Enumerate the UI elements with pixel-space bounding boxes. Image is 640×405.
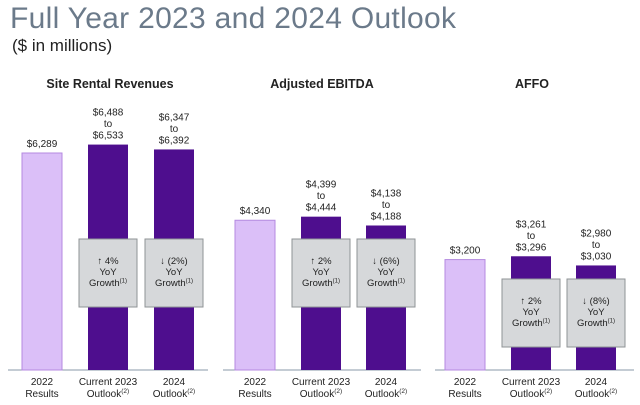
category-label: Outlook(2) [153, 388, 195, 400]
footnote-marker: (1) [186, 279, 193, 285]
bar-value-label: $4,188 [371, 211, 402, 222]
bar-value-label: $3,200 [450, 246, 481, 257]
footnote-marker: (2) [121, 388, 129, 395]
category-label: 2024 [585, 377, 608, 388]
category-label: Outlook(2) [365, 388, 407, 400]
category-label: Outlook(2) [575, 388, 617, 400]
bar-value-label: $4,444 [306, 203, 337, 214]
bar-value-label: $6,488 [93, 108, 124, 119]
category-label: 2024 [375, 377, 398, 388]
footnote-marker: (1) [333, 279, 340, 285]
yoy-growth-value: ↑ 2% [310, 256, 332, 267]
footnote-marker: (2) [544, 388, 552, 395]
yoy-growth-value: ↓ (2%) [160, 256, 187, 267]
bar-value-label: $3,296 [516, 242, 547, 253]
bar-value-label: to [104, 119, 113, 130]
page-subtitle: ($ in millions) [12, 36, 113, 55]
yoy-growth-label: Growth(1) [367, 278, 405, 289]
category-label: Results [238, 389, 271, 400]
yoy-growth-label: YoY [312, 267, 330, 278]
chart-title: Adjusted EBITDA [270, 77, 373, 91]
yoy-growth-label: Growth(1) [577, 318, 615, 329]
yoy-growth-label: YoY [165, 267, 183, 278]
category-label: Outlook(2) [510, 388, 552, 400]
category-label: Results [25, 389, 58, 400]
yoy-growth-value: ↓ (8%) [582, 296, 609, 307]
category-label: Current 2023 [292, 377, 351, 388]
yoy-growth-label: Growth(1) [89, 278, 127, 289]
yoy-growth-label: Growth(1) [302, 278, 340, 289]
footnote-marker: (1) [398, 279, 405, 285]
bar-value-label: $6,289 [27, 139, 58, 150]
yoy-growth-label: Growth(1) [512, 318, 550, 329]
category-label: Current 2023 [502, 377, 561, 388]
bar-value-label: $4,340 [240, 206, 271, 217]
footnote-marker: (2) [187, 388, 195, 395]
bar-value-label: to [317, 191, 326, 202]
yoy-growth-box [501, 278, 561, 348]
yoy-growth-box [144, 238, 204, 308]
yoy-growth-label: YoY [587, 307, 605, 318]
bar-value-label: to [170, 124, 179, 135]
footnote-marker: (1) [543, 319, 550, 325]
yoy-growth-label: Growth(1) [155, 278, 193, 289]
bar-value-label: $2,980 [581, 228, 612, 239]
chart-title: AFFO [515, 77, 549, 91]
category-label: 2022 [454, 377, 477, 388]
footnote-marker: (2) [609, 388, 617, 395]
bar-value-label: $4,138 [371, 188, 402, 199]
bar-value-label: to [527, 231, 536, 242]
bar-value-label: $6,533 [93, 131, 124, 142]
category-label: 2022 [31, 377, 54, 388]
bar-value-label: to [592, 240, 601, 251]
footnote-marker: (1) [120, 279, 127, 285]
bar-value-label: $6,392 [159, 135, 190, 146]
yoy-growth-value: ↓ (6%) [372, 256, 399, 267]
yoy-growth-box [78, 238, 138, 308]
page-title: Full Year 2023 and 2024 Outlook [10, 2, 457, 35]
yoy-growth-label: YoY [377, 267, 395, 278]
bar-value-label: to [382, 200, 391, 211]
footnote-marker: (2) [399, 388, 407, 395]
yoy-growth-box [356, 238, 416, 308]
bar-value-label: $6,347 [159, 112, 190, 123]
bar-value-label: $3,030 [581, 251, 612, 262]
category-label: Outlook(2) [300, 388, 342, 400]
bar-value-label: $4,399 [306, 180, 337, 191]
category-label: 2024 [163, 377, 186, 388]
yoy-growth-value: ↑ 4% [97, 256, 119, 267]
yoy-growth-box [566, 278, 626, 348]
footnote-marker: (1) [608, 319, 615, 325]
category-label: Results [448, 389, 481, 400]
bar-results [234, 219, 276, 371]
chart-title: Site Rental Revenues [46, 77, 173, 91]
category-label: Outlook(2) [87, 388, 129, 400]
yoy-growth-box [291, 238, 351, 308]
bar-results [21, 152, 63, 371]
category-label: 2022 [244, 377, 267, 388]
yoy-growth-label: YoY [522, 307, 540, 318]
bar-value-label: $3,261 [516, 219, 547, 230]
category-label: Current 2023 [79, 377, 138, 388]
yoy-growth-label: YoY [99, 267, 117, 278]
yoy-growth-value: ↑ 2% [520, 296, 542, 307]
footnote-marker: (2) [334, 388, 342, 395]
bar-results [444, 259, 486, 371]
